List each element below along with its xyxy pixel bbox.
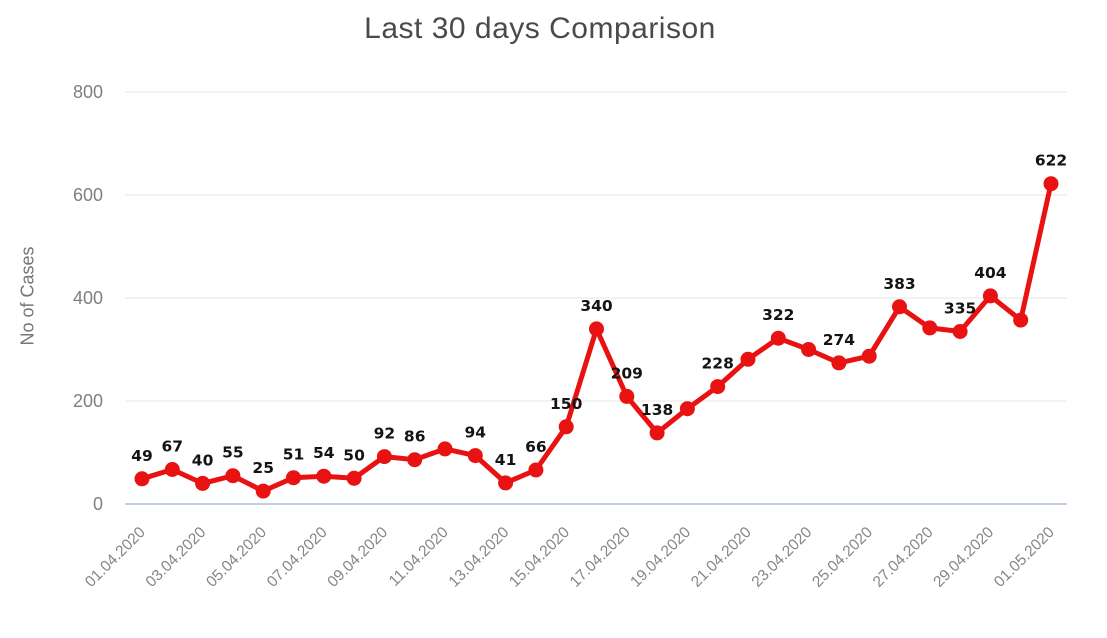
data-point[interactable] xyxy=(679,401,695,417)
y-axis-title: No of Cases xyxy=(17,246,38,346)
chart-title: Last 30 days Comparison xyxy=(364,12,716,45)
data-label: 50 xyxy=(343,446,365,464)
x-tick-label: 01.05.2020 xyxy=(991,524,1058,591)
data-point[interactable] xyxy=(467,448,483,464)
data-point[interactable] xyxy=(316,468,332,484)
x-tick-label: 13.04.2020 xyxy=(446,524,513,591)
data-point[interactable] xyxy=(286,470,301,486)
data-label: 404 xyxy=(974,264,1007,282)
data-point[interactable] xyxy=(225,468,241,484)
data-point[interactable] xyxy=(528,462,544,478)
data-point[interactable] xyxy=(1043,176,1059,192)
series-line xyxy=(139,181,1054,494)
data-point[interactable] xyxy=(922,320,938,336)
data-label: 94 xyxy=(465,424,487,442)
x-tick-label: 07.04.2020 xyxy=(264,524,331,591)
data-label: 322 xyxy=(762,306,794,324)
data-point[interactable] xyxy=(1013,312,1029,328)
data-label: 92 xyxy=(374,425,396,443)
data-label: 86 xyxy=(404,428,426,446)
data-point[interactable] xyxy=(982,288,998,304)
x-tick-label: 05.04.2020 xyxy=(203,524,270,591)
y-tick-label: 600 xyxy=(73,185,103,205)
data-label: 67 xyxy=(162,438,184,456)
x-tick-label: 27.04.2020 xyxy=(870,524,937,591)
data-point[interactable] xyxy=(164,462,180,477)
data-label: 383 xyxy=(883,275,915,293)
data-point[interactable] xyxy=(407,452,423,468)
data-label: 41 xyxy=(495,451,517,469)
x-tick-label: 09.04.2020 xyxy=(324,524,391,591)
x-tick-label: 11.04.2020 xyxy=(386,524,452,590)
data-point[interactable] xyxy=(376,449,392,465)
data-point[interactable] xyxy=(498,475,514,491)
data-label: 138 xyxy=(641,401,673,419)
data-label: 66 xyxy=(525,438,547,456)
y-tick-label: 0 xyxy=(93,494,103,514)
data-label: 150 xyxy=(550,395,583,413)
data-point[interactable] xyxy=(710,379,726,395)
x-tick-label: 03.04.2020 xyxy=(143,524,210,591)
data-point[interactable] xyxy=(649,425,665,441)
y-tick-label: 800 xyxy=(73,82,103,102)
x-tick-label: 29.04.2020 xyxy=(930,524,997,591)
data-label: 209 xyxy=(611,364,643,382)
data-label: 228 xyxy=(702,355,734,373)
y-tick-label: 400 xyxy=(73,288,103,308)
data-point[interactable] xyxy=(801,342,817,357)
data-label: 49 xyxy=(131,447,153,465)
data-label: 335 xyxy=(944,300,976,318)
data-label: 25 xyxy=(252,459,274,477)
data-point[interactable] xyxy=(861,348,877,364)
data-point[interactable] xyxy=(134,471,150,487)
x-tick-label: 23.04.2020 xyxy=(749,524,816,591)
data-point[interactable] xyxy=(952,324,968,339)
data-label: 622 xyxy=(1035,152,1067,170)
data-label: 55 xyxy=(222,444,244,462)
y-tick-label: 200 xyxy=(73,391,103,411)
x-tick-label: 01.04.2020 xyxy=(82,524,149,591)
data-point[interactable] xyxy=(770,330,786,346)
data-label: 40 xyxy=(192,451,214,469)
x-tick-label: 15.04.2020 xyxy=(506,524,573,591)
data-point[interactable] xyxy=(437,441,453,457)
data-point[interactable] xyxy=(589,321,604,337)
x-tick-label: 17.04.2020 xyxy=(567,524,634,591)
data-label: 54 xyxy=(313,444,335,462)
x-tick-label: 19.04.2020 xyxy=(627,524,694,591)
data-label: 274 xyxy=(823,331,856,349)
data-point[interactable] xyxy=(195,475,211,491)
x-tick-label: 21.04.2020 xyxy=(688,524,755,591)
data-point[interactable] xyxy=(740,351,756,367)
x-tick-label: 25.04.2020 xyxy=(809,524,876,591)
data-point[interactable] xyxy=(255,483,271,499)
data-point[interactable] xyxy=(619,388,635,404)
data-point[interactable] xyxy=(346,470,362,486)
data-point[interactable] xyxy=(558,419,574,435)
data-point[interactable] xyxy=(892,299,907,315)
data-label: 51 xyxy=(283,446,305,464)
data-label: 340 xyxy=(580,297,613,315)
data-point[interactable] xyxy=(831,355,847,371)
